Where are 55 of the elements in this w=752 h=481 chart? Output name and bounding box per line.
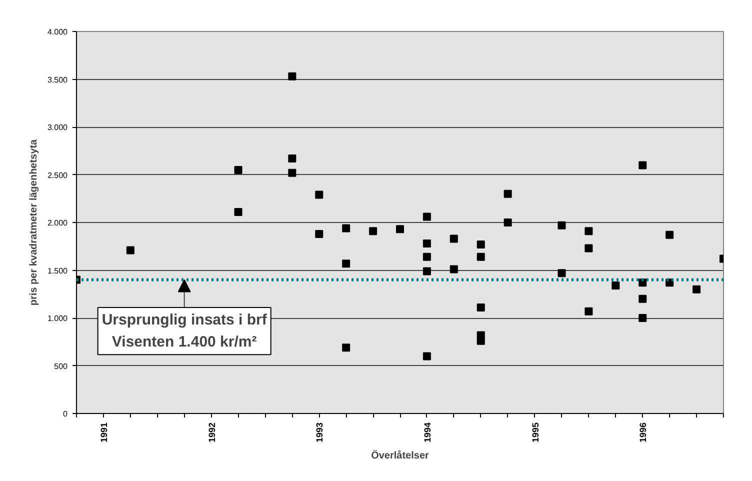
point: [612, 282, 620, 290]
point: [450, 234, 458, 243]
point: [638, 294, 647, 303]
point: [422, 240, 431, 248]
point: [288, 168, 296, 177]
x-tick-label: 1995: [530, 422, 540, 443]
point: [234, 208, 242, 216]
point: [288, 72, 296, 80]
point: [422, 212, 431, 221]
point: [666, 230, 674, 239]
point: [288, 154, 296, 163]
point: [422, 252, 431, 261]
point: [476, 252, 485, 261]
point: [584, 244, 593, 252]
x-tick-label: 1992: [206, 422, 217, 443]
point: [584, 227, 593, 236]
point: [234, 166, 242, 174]
point: [342, 224, 350, 232]
point: [126, 246, 134, 254]
y-tick-label: 1.000: [47, 314, 68, 323]
point: [315, 190, 324, 199]
x-tick-label: 1996: [638, 422, 648, 443]
y-tick-label: 1.500: [47, 266, 68, 276]
point: [422, 352, 431, 360]
ref-line-label: Ursprunglig insats i brf Visenten 1.400 kr/m²: [102, 311, 268, 351]
x-tick-label: 1994: [422, 422, 432, 443]
point: [584, 307, 593, 316]
x-tick-label: 1993: [314, 422, 325, 443]
y-tick-label: 2.000: [47, 218, 68, 228]
point: [476, 303, 485, 312]
point: [476, 336, 485, 345]
point: [638, 314, 647, 322]
point: [504, 218, 512, 226]
y-tick-label: 3.500: [47, 75, 68, 84]
point: [422, 267, 431, 276]
point: [396, 225, 404, 234]
point: [558, 269, 566, 278]
y-axis-title: pris per kvadratmeter lägenhetsyta: [28, 138, 40, 306]
point: [504, 190, 512, 198]
y-tick-label: 3.000: [47, 123, 68, 132]
point: [638, 161, 647, 170]
point: [450, 265, 458, 274]
point: [315, 230, 324, 238]
point: [692, 285, 701, 294]
x-tick-label: 1991: [98, 422, 109, 443]
y-tick-label: 0: [63, 410, 68, 418]
x-axis-title: Överlåtelser: [371, 450, 430, 462]
y-tick-label: 2.500: [47, 170, 68, 180]
point: [342, 344, 350, 352]
point: [342, 260, 350, 268]
point: [558, 221, 566, 230]
y-tick-label: 500: [54, 362, 68, 371]
point: [369, 227, 378, 236]
point: [476, 240, 485, 248]
y-tick-label: 4.000: [47, 28, 68, 36]
